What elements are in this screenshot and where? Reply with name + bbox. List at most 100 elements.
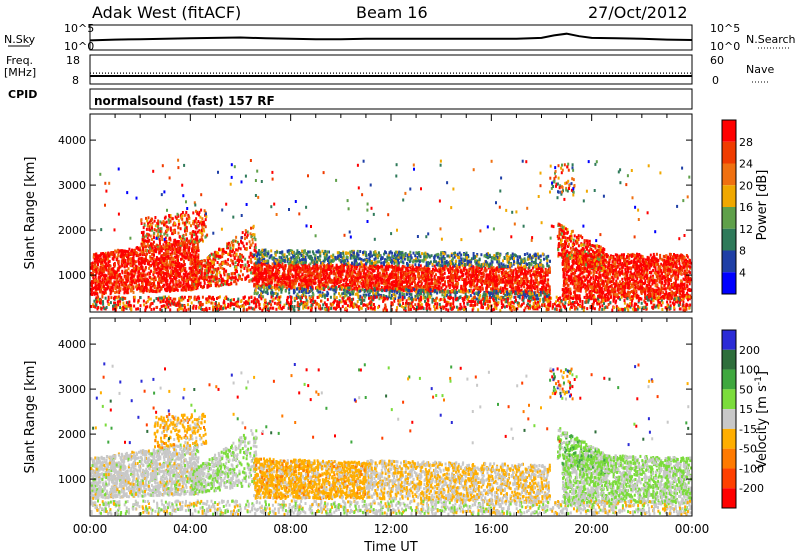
power-cell [169, 236, 172, 240]
power-cell [251, 241, 254, 245]
power-cell [227, 246, 230, 250]
power-cell [420, 268, 423, 272]
power-cell [130, 274, 133, 278]
power-cell [290, 266, 293, 270]
power-cell [112, 273, 115, 277]
power-cell [409, 283, 412, 287]
power-cell [318, 281, 321, 285]
power-cell [273, 273, 276, 277]
power-cell [179, 252, 182, 256]
power-cell [413, 276, 416, 280]
power-cell [548, 290, 551, 294]
power-cell [370, 286, 373, 290]
power-cell [167, 274, 170, 278]
power-cell [484, 278, 487, 282]
power-cell [460, 253, 463, 257]
power-cell [173, 267, 176, 271]
power-cell [204, 259, 207, 263]
power-cell [136, 284, 139, 288]
power-cell [383, 272, 386, 276]
power-cell [287, 272, 290, 276]
power-cell [438, 268, 441, 272]
power-cell [204, 218, 207, 222]
power-cell [133, 250, 136, 254]
power-cell [230, 282, 233, 286]
power-cell [184, 270, 187, 274]
power-cell [128, 285, 131, 289]
power-cell [258, 266, 261, 270]
power-cell [145, 216, 147, 220]
power-cell [212, 279, 215, 283]
power-cell [477, 275, 480, 278]
power-cell [197, 256, 200, 260]
power-cell [524, 269, 526, 273]
power-cell [415, 269, 418, 273]
power-cell [132, 274, 135, 278]
power-cell [154, 260, 157, 263]
power-cell [297, 265, 300, 269]
power-cell [190, 253, 193, 257]
power-cell [333, 277, 336, 281]
power-cell [315, 262, 318, 266]
power-cell [200, 235, 203, 239]
power-cell [194, 257, 197, 260]
power-cell [199, 281, 202, 285]
power-cell [175, 217, 178, 220]
power-cell [145, 239, 148, 243]
power-cell [226, 246, 228, 250]
power-cell [425, 286, 428, 290]
power-cell [502, 280, 505, 284]
power-cell [208, 257, 211, 261]
power-cell [309, 273, 312, 277]
power-cell [143, 243, 146, 247]
power-cell [377, 272, 380, 276]
power-cell [152, 273, 155, 277]
power-cell [131, 259, 133, 263]
power-cell [490, 287, 492, 291]
power-cell [293, 282, 296, 285]
power-cell [348, 272, 351, 276]
power-cell [217, 251, 220, 255]
power-cell [168, 283, 171, 287]
power-cell [346, 267, 349, 271]
power-cell [156, 245, 159, 249]
power-cell [177, 225, 180, 229]
power-cell [194, 254, 197, 258]
power-cell [456, 275, 459, 279]
power-cell [190, 278, 193, 282]
power-cell [113, 273, 116, 277]
power-cell [192, 255, 195, 259]
power-cell [120, 253, 123, 257]
power-cell [451, 284, 454, 288]
power-cell [241, 277, 243, 281]
power-cell [143, 245, 146, 249]
power-cell [157, 222, 160, 226]
power-cell [413, 278, 416, 282]
power-cell [110, 289, 113, 293]
power-cell [368, 267, 371, 270]
power-cell [195, 232, 198, 236]
power-cell [450, 252, 453, 256]
power-cell [344, 285, 347, 288]
power-cell [434, 267, 437, 271]
power-cell [192, 280, 195, 284]
power-cell [324, 280, 327, 284]
power-cell [251, 255, 254, 259]
power-cell [533, 273, 536, 277]
power-cell [140, 219, 143, 223]
power-cell [165, 273, 168, 277]
power-cell [183, 252, 186, 256]
power-cell [354, 282, 356, 286]
power-cell [127, 253, 130, 257]
power-cell [275, 283, 278, 287]
power-cell [187, 240, 190, 244]
power-cell [356, 282, 359, 286]
power-cell [170, 288, 173, 291]
power-cell [214, 284, 217, 288]
power-cell [179, 227, 182, 231]
power-cell [146, 242, 149, 246]
power-cell [180, 252, 183, 256]
power-cell [485, 268, 488, 272]
power-cell [259, 268, 262, 272]
power-cell [200, 284, 202, 288]
